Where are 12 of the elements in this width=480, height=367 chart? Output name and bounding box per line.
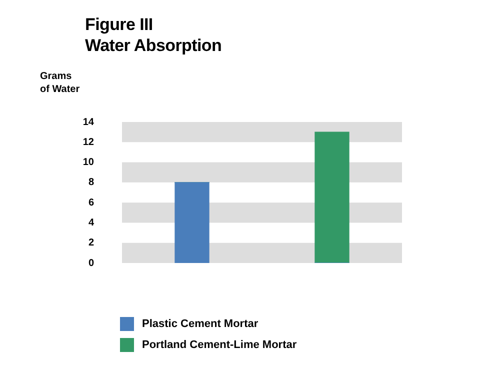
y-tick-label: 4 <box>88 217 94 228</box>
y-tick-label: 12 <box>82 136 94 148</box>
legend-label: Plastic Cement Mortar <box>142 318 258 330</box>
y-tick-label: 2 <box>88 238 94 249</box>
y-tick-label: 6 <box>88 197 94 208</box>
legend-label: Portland Cement-Lime Mortar <box>142 338 297 350</box>
chart-title: Figure III Water Absorption <box>85 14 222 56</box>
y-tick-label: 8 <box>88 177 94 188</box>
y-tick-label: 14 <box>82 116 94 128</box>
y-tick-label: 10 <box>82 157 94 168</box>
y-axis-title: Grams of Water <box>40 70 80 96</box>
y-tick-label: 0 <box>88 258 94 269</box>
